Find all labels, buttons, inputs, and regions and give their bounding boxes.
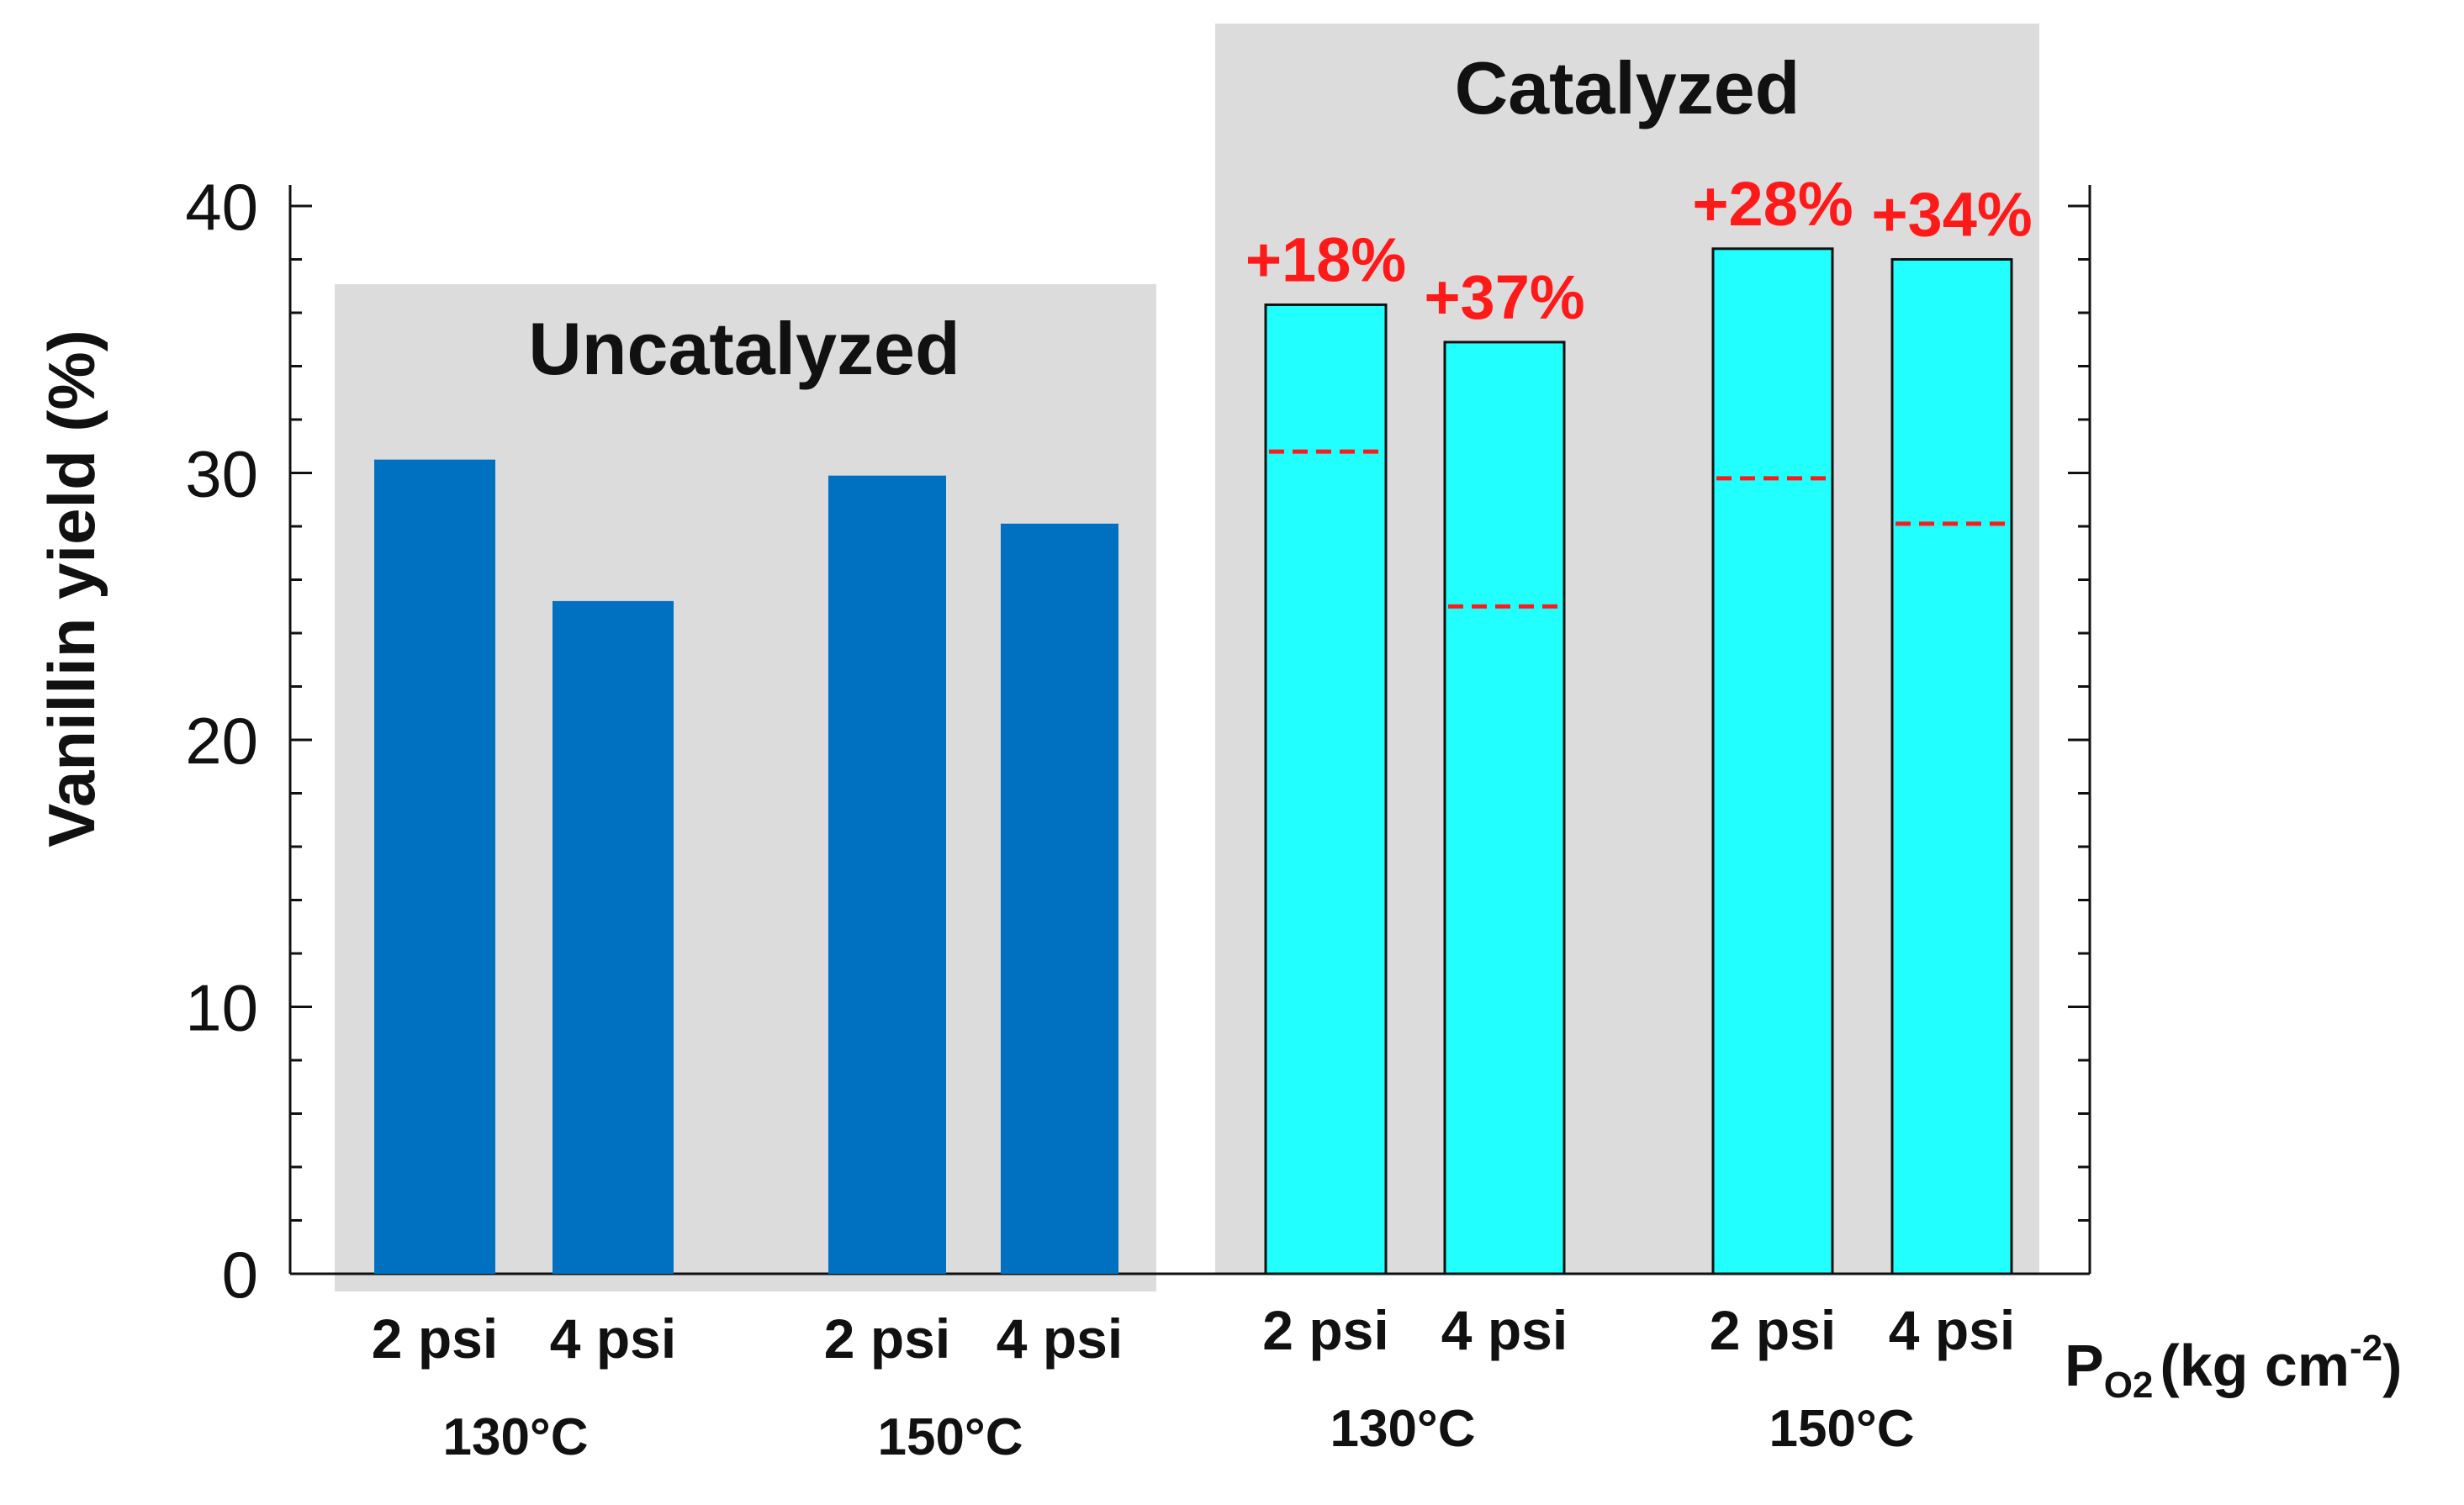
y-tick-label: 10 [185,971,258,1045]
x-axis-title-close: ) [2382,1333,2402,1398]
temperature-group-label: 130°C [442,1408,588,1466]
pressure-category-label: 2 psi [824,1307,950,1370]
bar [1443,341,1566,1275]
x-axis-title-unit: (kg cm [2160,1333,2350,1398]
bar [828,475,946,1274]
pressure-category-label: 2 psi [372,1307,498,1370]
pressure-category-label: 4 psi [1441,1299,1568,1361]
y-tick-label: 30 [185,437,258,511]
y-tick-label: 0 [222,1238,258,1312]
yield-change-label: +37% [1424,262,1584,332]
y-axis-title: Vanillin yield (%) [34,330,108,847]
yield-change-label: +18% [1245,224,1406,294]
pressure-category-label: 2 psi [1710,1299,1836,1361]
y-tick-label: 20 [185,704,258,778]
x-axis-title-main: P [2065,1333,2104,1398]
bar [1264,303,1388,1275]
yield-change-label: +34% [1871,180,2032,250]
panel-title: Catalyzed [1455,46,1800,129]
bar [1890,258,2013,1275]
pressure-category-label: 4 psi [997,1307,1123,1370]
bar [1711,247,1834,1275]
labels: 0 10 20 30 40 Uncatalyzed 130°C 2 psi 4 psi 150°C… [185,46,2032,1466]
panel-title: Uncatalyzed [528,307,960,390]
bars [374,247,2013,1275]
bar [374,459,495,1274]
x-axis-title: PO2 (kg cm-2) [2065,1328,2402,1406]
bar [1001,523,1118,1274]
x-axis-title-exponent: -2 [2350,1328,2382,1369]
temperature-group-label: 150°C [1769,1400,1914,1458]
temperature-group-label: 130°C [1330,1400,1475,1458]
x-axis-title-subscript: O2 [2104,1365,2154,1406]
pressure-category-label: 2 psi [1262,1299,1388,1361]
yield-change-label: +28% [1692,169,1853,239]
temperature-group-label: 150°C [877,1408,1023,1466]
pressure-category-label: 4 psi [1889,1299,2015,1361]
y-tick-label: 40 [185,170,258,244]
pressure-category-label: 4 psi [550,1307,676,1370]
bar [553,600,674,1274]
